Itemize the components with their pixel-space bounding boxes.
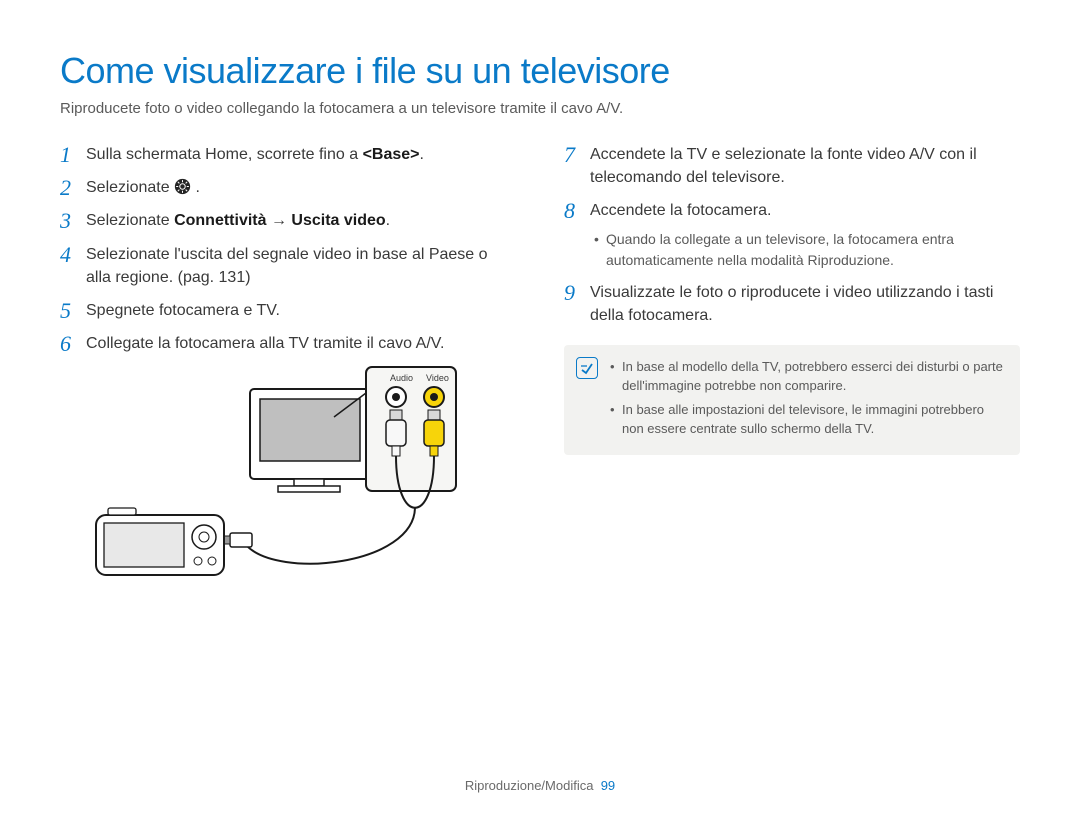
step-8: 8 Accendete la fotocamera. Quando la col… (564, 199, 1020, 270)
note-icon-wrap (576, 357, 598, 443)
step-5: 5 Spegnete fotocamera e TV. (60, 299, 516, 322)
step-number: 2 (60, 176, 86, 199)
step-number: 1 (60, 143, 86, 166)
steps-left: 1 Sulla schermata Home, scorrete fino a … (60, 143, 516, 355)
page-title: Come visualizzare i file su un televisor… (60, 50, 1020, 92)
step-number: 8 (564, 199, 590, 222)
left-column: 1 Sulla schermata Home, scorrete fino a … (60, 143, 516, 600)
step-text: Selezionate Connettività → Uscita video. (86, 209, 390, 232)
step-6: 6 Collegate la fotocamera alla TV tramit… (60, 332, 516, 355)
camera-icon (96, 508, 224, 575)
step-text: Accendete la TV e selezionate la fonte v… (590, 143, 1020, 189)
note-body: In base al modello della TV, potrebbero … (610, 357, 1006, 443)
sub-bullet: Quando la collegate a un televisore, la … (590, 229, 1020, 271)
step-number: 4 (60, 243, 86, 266)
video-label: Video (426, 373, 449, 383)
page-subtitle: Riproducete foto o video collegando la f… (60, 100, 1020, 117)
step-7: 7 Accendete la TV e selezionate la fonte… (564, 143, 1020, 189)
step-text: Collegate la fotocamera alla TV tramite … (86, 332, 444, 355)
step-number: 6 (60, 332, 86, 355)
step-1: 1 Sulla schermata Home, scorrete fino a … (60, 143, 516, 166)
step-text: Visualizzate le foto o riproducete i vid… (590, 281, 1020, 327)
note-box: In base al modello della TV, potrebbero … (564, 345, 1020, 455)
step-text: Accendete la fotocamera. Quando la colle… (590, 199, 1020, 270)
steps-right: 7 Accendete la TV e selezionate la fonte… (564, 143, 1020, 327)
step-text: Selezionate l'uscita del segnale video i… (86, 243, 516, 289)
step-9: 9 Visualizzate le foto o riproducete i v… (564, 281, 1020, 327)
step-number: 7 (564, 143, 590, 166)
step-number: 9 (564, 281, 590, 304)
step-text: Sulla schermata Home, scorrete fino a <B… (86, 143, 424, 166)
camera-tv-diagram-icon: Audio Video (78, 365, 458, 595)
page-footer: Riproduzione/Modifica 99 (0, 778, 1080, 793)
step-4: 4 Selezionate l'uscita del segnale video… (60, 243, 516, 289)
step-number: 3 (60, 209, 86, 232)
sub-bullets: Quando la collegate a un televisore, la … (590, 229, 1020, 271)
settings-icon (174, 178, 191, 195)
note-icon (576, 357, 598, 379)
note-item: In base al modello della TV, potrebbero … (610, 357, 1006, 396)
step-2: 2 Selezionate . (60, 176, 516, 199)
manual-page: Come visualizzare i file su un televisor… (0, 0, 1080, 815)
footer-section: Riproduzione/Modifica (465, 778, 594, 793)
page-number: 99 (601, 778, 615, 793)
step-text: Selezionate . (86, 176, 200, 199)
note-item: In base alle impostazioni del televisore… (610, 400, 1006, 439)
audio-label: Audio (390, 373, 413, 383)
step-3: 3 Selezionate Connettività → Uscita vide… (60, 209, 516, 232)
right-column: 7 Accendete la TV e selezionate la fonte… (564, 143, 1020, 600)
step-text: Spegnete fotocamera e TV. (86, 299, 280, 322)
two-column-layout: 1 Sulla schermata Home, scorrete fino a … (60, 143, 1020, 600)
step-number: 5 (60, 299, 86, 322)
av-connection-illustration: Audio Video (78, 365, 516, 600)
